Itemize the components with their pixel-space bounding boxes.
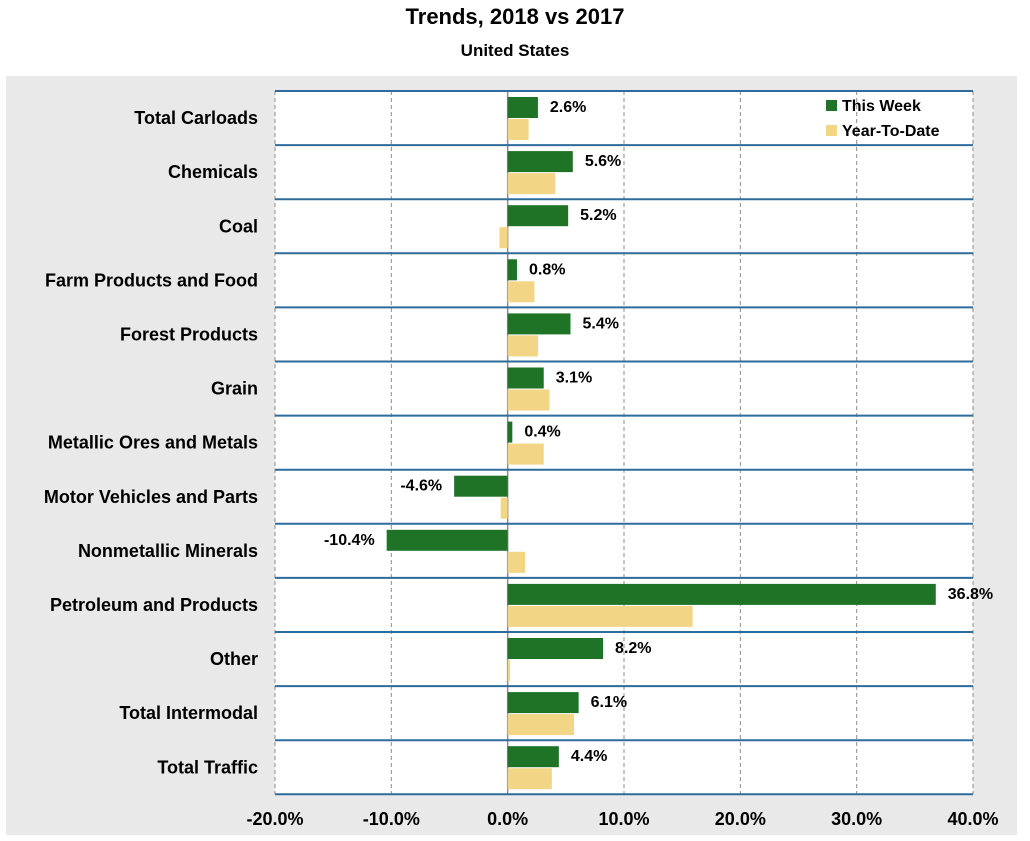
legend-label: This Week xyxy=(842,98,921,115)
chart-subtitle: United States xyxy=(460,41,570,60)
bars xyxy=(386,97,936,790)
bar-this-week xyxy=(507,151,573,173)
data-label: -4.6% xyxy=(400,478,442,495)
data-label: 5.4% xyxy=(582,315,618,332)
x-tick-label: 0.0% xyxy=(487,809,528,829)
bar-this-week xyxy=(507,97,538,118)
bar-this-week xyxy=(507,205,569,227)
bar-year-to-date xyxy=(507,660,510,681)
x-tick-label: 30.0% xyxy=(831,809,882,829)
chart-title: Trends, 2018 vs 2017 xyxy=(405,4,625,29)
category-label: Farm Products and Food xyxy=(45,270,258,290)
bar-year-to-date xyxy=(499,227,508,249)
data-label: 0.8% xyxy=(529,261,565,278)
bar-year-to-date xyxy=(507,551,526,573)
bar-year-to-date xyxy=(507,605,693,627)
bar-this-week xyxy=(507,638,604,659)
data-label: 5.2% xyxy=(580,207,616,224)
bar-this-week xyxy=(507,583,936,605)
category-label: Other xyxy=(210,649,258,669)
bar-year-to-date xyxy=(500,497,508,519)
labels: -20.0% -10.0% 0.0% 10.0% 20.0% 30.0% 40.0% Tota… xyxy=(44,99,999,829)
bar-year-to-date xyxy=(507,714,574,736)
category-label: Motor Vehicles and Parts xyxy=(44,487,258,507)
category-label: Total Intermodal xyxy=(119,703,258,723)
x-tick-label: 20.0% xyxy=(715,809,766,829)
data-label: 8.2% xyxy=(615,640,651,657)
legend: This Week Year-To-Date xyxy=(826,98,940,140)
data-label: 4.4% xyxy=(571,748,607,765)
category-label: Nonmetallic Minerals xyxy=(78,541,258,561)
bar-year-to-date xyxy=(507,335,538,357)
bar-this-week xyxy=(507,746,559,768)
data-label: 5.6% xyxy=(585,153,621,170)
legend-label: Year-To-Date xyxy=(842,123,940,140)
legend-swatch xyxy=(826,125,837,136)
category-label: Forest Products xyxy=(120,324,258,344)
row-separators xyxy=(275,90,973,796)
bar-year-to-date xyxy=(507,281,535,303)
bar-year-to-date xyxy=(507,389,550,411)
data-label: 0.4% xyxy=(524,424,560,441)
data-label: 3.1% xyxy=(556,370,592,387)
category-label: Coal xyxy=(219,216,258,236)
data-label: 2.6% xyxy=(550,99,586,116)
data-label: 6.1% xyxy=(591,694,627,711)
category-label: Chemicals xyxy=(168,162,258,182)
bar-this-week xyxy=(386,529,508,551)
bar-this-week xyxy=(507,313,571,335)
bar-this-week xyxy=(507,421,513,443)
x-tick-label: -20.0% xyxy=(246,809,303,829)
bar-year-to-date xyxy=(507,173,556,195)
data-label: -10.4% xyxy=(324,532,375,549)
x-tick-label: 40.0% xyxy=(947,809,998,829)
bar-year-to-date xyxy=(507,443,544,465)
bar-this-week xyxy=(507,367,544,389)
legend-swatch xyxy=(826,100,837,111)
bar-this-week xyxy=(507,259,517,281)
category-label: Metallic Ores and Metals xyxy=(48,433,258,453)
category-label: Grain xyxy=(211,379,258,399)
category-label: Total Carloads xyxy=(134,108,258,128)
x-tick-label: 10.0% xyxy=(598,809,649,829)
category-label: Petroleum and Products xyxy=(50,595,258,615)
bar-year-to-date xyxy=(507,119,529,140)
data-label: 36.8% xyxy=(948,586,993,603)
x-tick-label: -10.0% xyxy=(363,809,420,829)
category-label: Total Traffic xyxy=(157,757,258,777)
bar-year-to-date xyxy=(507,768,552,790)
bar-this-week xyxy=(454,475,508,497)
bar-this-week xyxy=(507,692,579,714)
